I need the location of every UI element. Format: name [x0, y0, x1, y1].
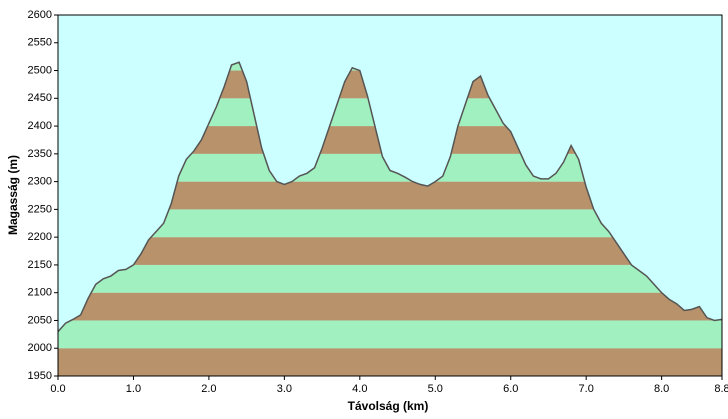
y-tick-label: 2600 [28, 9, 52, 21]
y-tick-label: 2400 [28, 120, 52, 132]
plot-frame [57, 14, 723, 377]
profile-line [57, 61, 723, 333]
y-tick-label: 2200 [28, 231, 52, 243]
y-tick-label: 1950 [28, 370, 52, 382]
elevation-band [58, 348, 722, 376]
y-tick-label: 2250 [28, 203, 52, 215]
x-tick-label: 8.0 [654, 383, 669, 395]
x-tick-label: 1.0 [126, 383, 141, 395]
elevation-band [58, 320, 722, 349]
x-tick-label: 6.0 [503, 383, 518, 395]
x-tick-label: 3.0 [277, 383, 292, 395]
y-tick-label: 2450 [28, 92, 52, 104]
x-axis-title: Távolság (km) [348, 399, 429, 413]
y-tick-label: 2300 [28, 176, 52, 188]
y-tick-label: 2150 [28, 259, 52, 271]
y-tick-label: 2050 [28, 314, 52, 326]
y-tick-label: 2100 [28, 287, 52, 299]
x-tick-label: 0.0 [50, 383, 65, 395]
x-tick-label: 2.0 [201, 383, 216, 395]
elevation-band [58, 292, 722, 321]
y-tick-label: 2550 [28, 37, 52, 49]
y-axis-title: Magasság (m) [6, 155, 20, 235]
x-tick-label: 7.0 [579, 383, 594, 395]
x-tick-label: 5.0 [428, 383, 443, 395]
elevation-band [58, 264, 722, 293]
elevation-band [58, 237, 722, 265]
x-tick-label: 4.0 [352, 383, 367, 395]
y-tick-label: 2350 [28, 148, 52, 160]
y-tick-label: 2500 [28, 64, 52, 76]
x-tick-label: 8.8 [714, 383, 728, 395]
y-tick-label: 2000 [28, 342, 52, 354]
